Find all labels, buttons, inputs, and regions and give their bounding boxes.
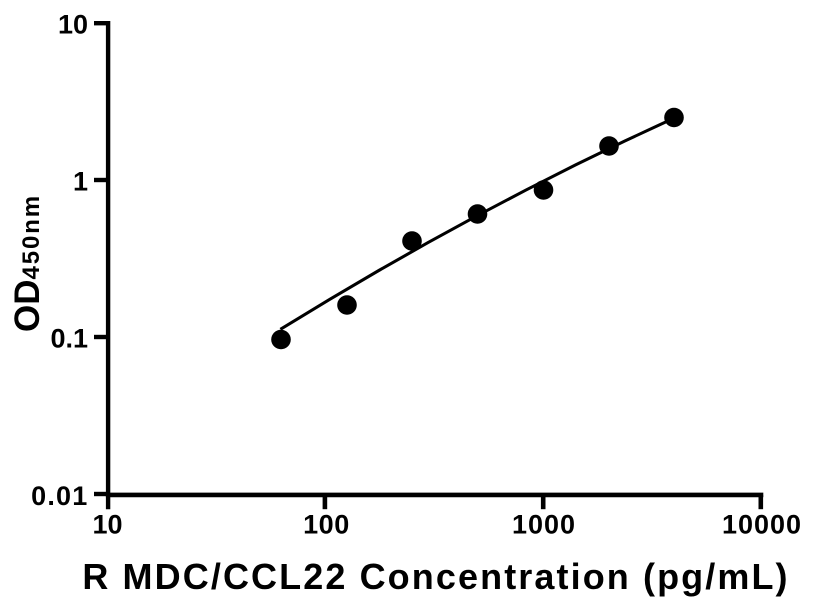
svg-text:0.01: 0.01: [31, 481, 88, 511]
svg-text:10: 10: [58, 10, 88, 40]
svg-text:0.1: 0.1: [50, 323, 88, 353]
svg-text:1000: 1000: [512, 510, 576, 540]
svg-text:10: 10: [92, 510, 122, 540]
svg-text:100: 100: [303, 510, 350, 540]
svg-text:1: 1: [73, 166, 88, 196]
svg-text:10000: 10000: [722, 510, 802, 540]
svg-text:R MDC/CCL22 Concentration (pg/: R MDC/CCL22 Concentration (pg/mL): [82, 556, 789, 597]
